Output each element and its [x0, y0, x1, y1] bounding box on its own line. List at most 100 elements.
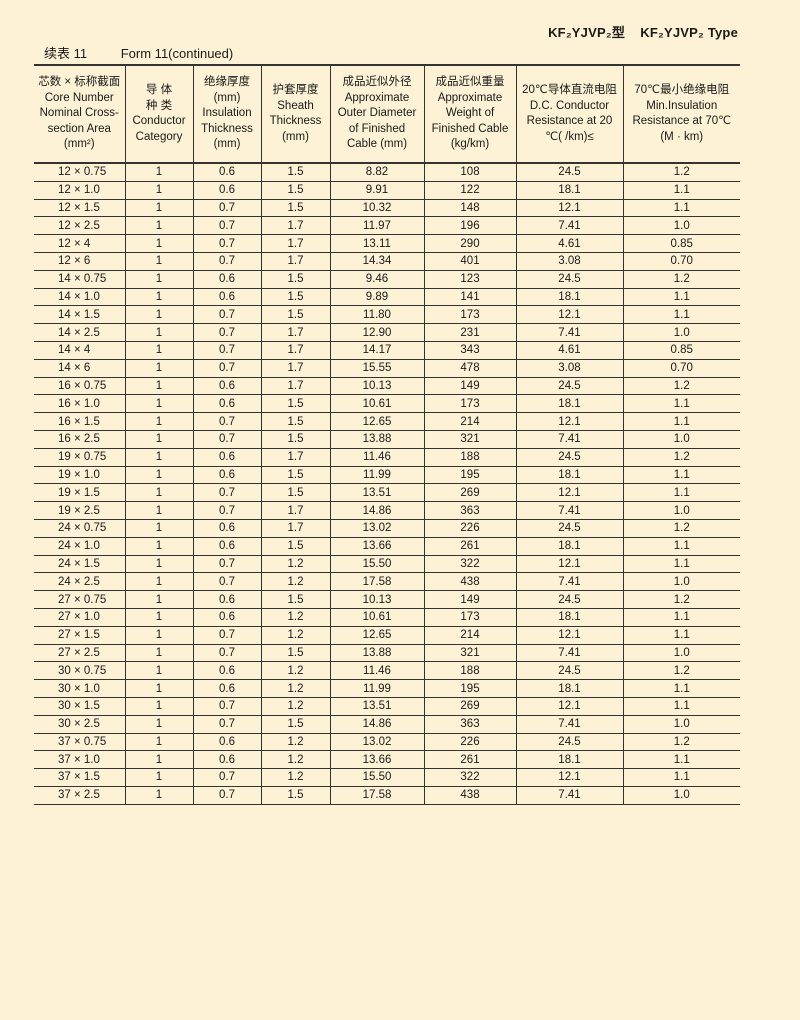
cell-dc-resistance: 7.41: [515, 786, 623, 805]
header-line: Sheath: [277, 99, 314, 112]
cell-conductor-category: 1: [124, 216, 193, 236]
cell-cable-weight: 321: [423, 644, 516, 663]
cell-insulation-thickness: 0.6: [192, 181, 261, 200]
cell-cable-weight: 226: [423, 519, 516, 538]
header-line: Conductor: [132, 115, 186, 127]
table-row: 12 × 1.5 1 0.7 1.5 10.32 148 12.1 1.1: [34, 199, 740, 218]
cell-dc-resistance: 3.08: [515, 359, 623, 378]
cell-cable-weight: 343: [423, 341, 516, 360]
cell-outer-diameter: 15.50: [329, 555, 424, 574]
cell-conductor-category: 1: [124, 341, 193, 360]
cell-sheath-thickness: 1.5: [260, 430, 330, 449]
cell-sheath-thickness: 1.2: [260, 572, 330, 592]
table-row: 30 × 1.0 1 0.6 1.2 11.99 195 18.1 1.1: [34, 679, 740, 698]
cell-cable-weight: 438: [423, 572, 516, 592]
cell-core-area: 37 × 2.5: [34, 786, 125, 805]
table-row: 12 × 4 1 0.7 1.7 13.11 290 4.61 0.85: [34, 234, 740, 253]
cell-sheath-thickness: 1.5: [260, 412, 330, 431]
header-line: Min.Insulation: [646, 99, 718, 112]
cell-sheath-thickness: 1.7: [260, 448, 330, 467]
header-line: 种 类: [145, 99, 173, 112]
cell-conductor-category: 1: [124, 252, 193, 271]
cell-cable-weight: 122: [423, 181, 516, 200]
header-line: (M · km): [660, 130, 704, 143]
cell-sheath-thickness: 1.7: [260, 501, 330, 520]
cell-insulation-thickness: 0.6: [192, 661, 261, 681]
cell-core-area: 30 × 1.5: [34, 697, 125, 716]
table-row: 16 × 0.75 1 0.6 1.7 10.13 149 24.5 1.2: [34, 377, 740, 396]
header-line: 成品近似重量: [435, 76, 505, 89]
header-outer-diameter: 成品近似外径 Approximate Outer Diameter of Finish…: [329, 64, 424, 164]
cell-insulation-resistance: 1.1: [622, 305, 740, 325]
cell-dc-resistance: 7.41: [515, 572, 623, 592]
table-row: 30 × 1.5 1 0.7 1.2 13.51 269 12.1 1.1: [34, 697, 740, 716]
table-row: 14 × 1.5 1 0.7 1.5 11.80 173 12.1 1.1: [34, 305, 740, 325]
cell-core-area: 30 × 1.0: [34, 679, 125, 698]
cell-conductor-category: 1: [124, 519, 193, 538]
cell-conductor-category: 1: [124, 661, 193, 681]
cell-sheath-thickness: 1.5: [260, 644, 330, 663]
header-core-area: 芯数 × 标称截面 Core Number Nominal Cross-sectio…: [34, 64, 125, 164]
table-row: 27 × 1.0 1 0.6 1.2 10.61 173 18.1 1.1: [34, 608, 740, 627]
cell-sheath-thickness: 1.2: [260, 661, 330, 681]
cell-insulation-resistance: 1.1: [622, 555, 740, 574]
cell-insulation-thickness: 0.7: [192, 234, 261, 253]
cell-outer-diameter: 11.99: [329, 466, 424, 485]
cell-sheath-thickness: 1.2: [260, 555, 330, 574]
cell-sheath-thickness: 1.5: [260, 270, 330, 289]
cell-insulation-thickness: 0.7: [192, 501, 261, 520]
table-row: 12 × 6 1 0.7 1.7 14.34 401 3.08 0.70: [34, 252, 740, 271]
header-line: Core Number: [44, 91, 114, 104]
cell-outer-diameter: 8.82: [329, 163, 424, 182]
cell-insulation-thickness: 0.7: [192, 715, 261, 734]
cell-insulation-thickness: 0.6: [192, 466, 261, 485]
cell-outer-diameter: 12.65: [329, 626, 424, 645]
type-title-en: KF₂YJVP₂ Type: [640, 25, 738, 40]
cell-conductor-category: 1: [124, 697, 193, 716]
cell-conductor-category: 1: [124, 412, 193, 431]
cell-insulation-thickness: 0.7: [192, 768, 261, 787]
cell-insulation-resistance: 1.0: [622, 572, 740, 592]
cell-insulation-thickness: 0.7: [192, 199, 261, 218]
cell-core-area: 19 × 1.0: [34, 466, 125, 485]
cell-sheath-thickness: 1.2: [260, 608, 330, 627]
table-row: 19 × 2.5 1 0.7 1.7 14.86 363 7.41 1.0: [34, 501, 740, 520]
header-line: of Finished: [348, 122, 406, 135]
cell-core-area: 19 × 2.5: [34, 501, 125, 520]
cell-cable-weight: 149: [423, 377, 516, 396]
table-row: 27 × 0.75 1 0.6 1.5 10.13 149 24.5 1.2: [34, 590, 740, 609]
header-line: D.C. Conductor: [529, 99, 610, 112]
cell-outer-diameter: 13.02: [329, 519, 424, 538]
header-line: Nominal Cross-: [39, 107, 119, 120]
cell-sheath-thickness: 1.7: [260, 234, 330, 253]
cell-outer-diameter: 14.86: [329, 501, 424, 520]
cell-core-area: 19 × 1.5: [34, 483, 125, 503]
cell-insulation-resistance: 1.0: [622, 644, 740, 663]
cell-insulation-thickness: 0.6: [192, 590, 261, 609]
cell-cable-weight: 141: [423, 288, 516, 307]
header-line: 导 体: [145, 84, 173, 96]
cell-insulation-resistance: 1.1: [622, 181, 740, 200]
cell-insulation-resistance: 1.1: [622, 750, 740, 770]
cell-insulation-thickness: 0.6: [192, 733, 261, 752]
cell-insulation-thickness: 0.7: [192, 626, 261, 645]
cell-outer-diameter: 14.17: [329, 341, 424, 360]
cell-cable-weight: 363: [423, 715, 516, 734]
cable-type-title: KF₂YJVP₂型 KF₂YJVP₂ Type: [548, 22, 738, 41]
cell-conductor-category: 1: [124, 537, 193, 556]
cell-conductor-category: 1: [124, 163, 193, 182]
cell-sheath-thickness: 1.2: [260, 679, 330, 698]
cell-core-area: 12 × 4: [34, 234, 125, 253]
cell-dc-resistance: 12.1: [515, 483, 623, 503]
cell-dc-resistance: 12.1: [515, 305, 623, 325]
cell-core-area: 27 × 2.5: [34, 644, 125, 663]
cell-sheath-thickness: 1.7: [260, 377, 330, 396]
cell-cable-weight: 188: [423, 448, 516, 467]
table-row: 19 × 1.5 1 0.7 1.5 13.51 269 12.1 1.1: [34, 483, 740, 503]
cell-insulation-thickness: 0.6: [192, 679, 261, 698]
cell-core-area: 14 × 1.5: [34, 305, 125, 325]
header-line: Thickness: [269, 115, 322, 127]
cell-conductor-category: 1: [124, 359, 193, 378]
cell-dc-resistance: 12.1: [515, 697, 623, 716]
cell-sheath-thickness: 1.7: [260, 216, 330, 236]
